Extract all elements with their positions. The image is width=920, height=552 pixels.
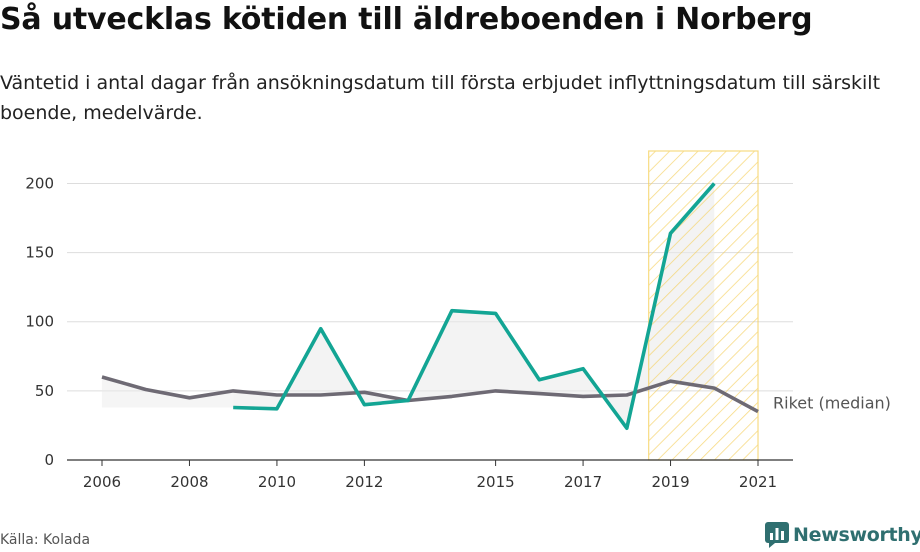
norberg-series-line: [233, 182, 716, 430]
riket-series-line: [101, 375, 759, 414]
y-tick-label: 100: [25, 313, 54, 331]
difference-area: [101, 183, 715, 429]
chart-title: Så utvecklas kötiden till äldreboenden i…: [0, 2, 813, 37]
brand-name: Newsworthy: [793, 524, 920, 546]
highlight-hatch-rect: [648, 150, 759, 461]
x-tick-label: 2015: [477, 473, 515, 491]
y-tick-label: 50: [35, 382, 54, 400]
axes: 0 50 100 150 200 2006 2008 2010 2012 2015 2017 2019…: [25, 174, 793, 491]
y-tick-label: 200: [25, 174, 54, 192]
newsworthy-logo-icon: [765, 522, 789, 548]
x-tick-label: 2012: [345, 473, 383, 491]
x-tick-label: 2006: [83, 473, 121, 491]
series-labels: Riket (median): [773, 394, 891, 413]
series-label-riket: Riket (median): [773, 394, 891, 413]
brand-logo: Newsworthy: [765, 521, 920, 549]
x-tick-label: 2010: [258, 473, 296, 491]
series-lines: [101, 182, 759, 430]
highlight-region: [648, 150, 759, 461]
source-note: Källa: Kolada: [0, 532, 91, 548]
x-tick-label: 2017: [564, 473, 602, 491]
y-tick-label: 0: [44, 451, 54, 469]
y-tick-label: 150: [25, 244, 54, 262]
x-tick-label: 2019: [651, 473, 689, 491]
x-tick-label: 2021: [739, 473, 777, 491]
area-between-series: [233, 183, 715, 429]
chart-subtitle: Väntetid i antal dagar från ansökningsda…: [0, 72, 881, 124]
area-before-series: [101, 377, 234, 408]
x-tick-label: 2008: [170, 473, 208, 491]
